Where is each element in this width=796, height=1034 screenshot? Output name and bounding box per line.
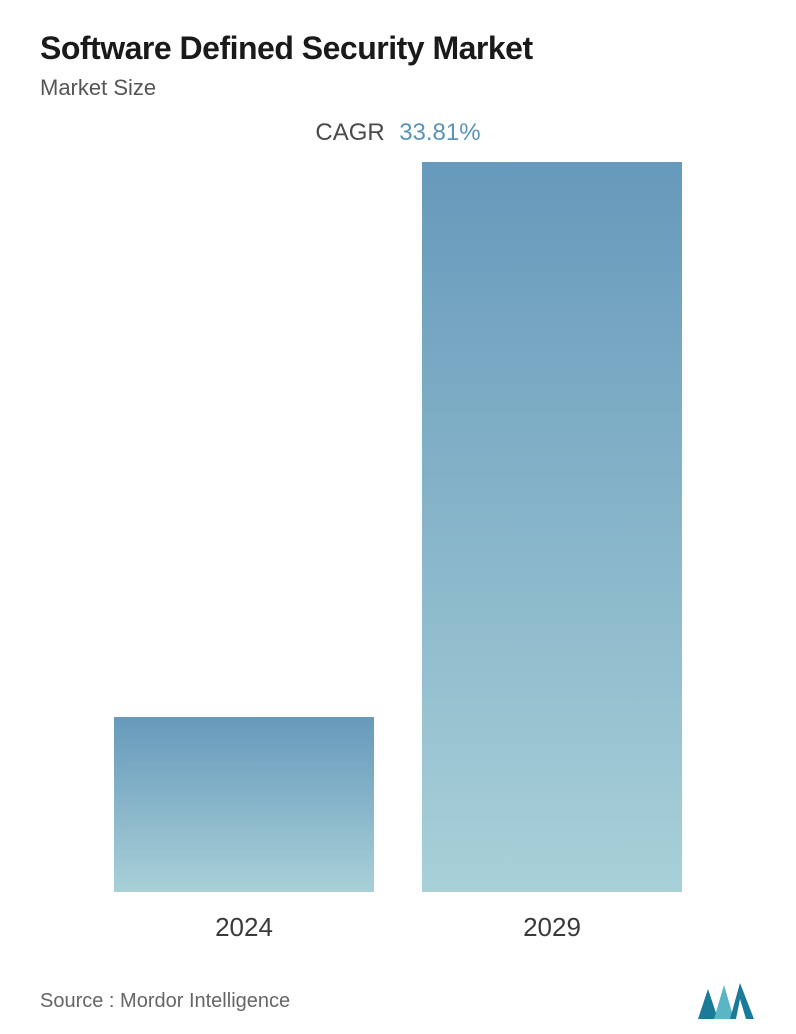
cagr-label: CAGR — [315, 119, 384, 146]
bar-label-1: 2029 — [523, 912, 581, 943]
brand-logo — [696, 981, 756, 1021]
bar-1 — [422, 162, 682, 892]
bar-group-1: 2029 — [422, 162, 682, 943]
chart-title: Software Defined Security Market — [40, 30, 756, 67]
chart-area: 2024 2029 — [40, 162, 756, 943]
bar-group-0: 2024 — [114, 717, 374, 943]
bar-0 — [114, 717, 374, 892]
chart-container: Software Defined Security Market Market … — [0, 0, 796, 1034]
footer: Source : Mordor Intelligence — [40, 953, 756, 1021]
chart-subtitle: Market Size — [40, 75, 756, 101]
source-text: Source : Mordor Intelligence — [40, 990, 290, 1013]
bar-label-0: 2024 — [215, 912, 273, 943]
cagr-row: CAGR 33.81% — [40, 119, 756, 147]
cagr-value: 33.81% — [399, 119, 480, 146]
